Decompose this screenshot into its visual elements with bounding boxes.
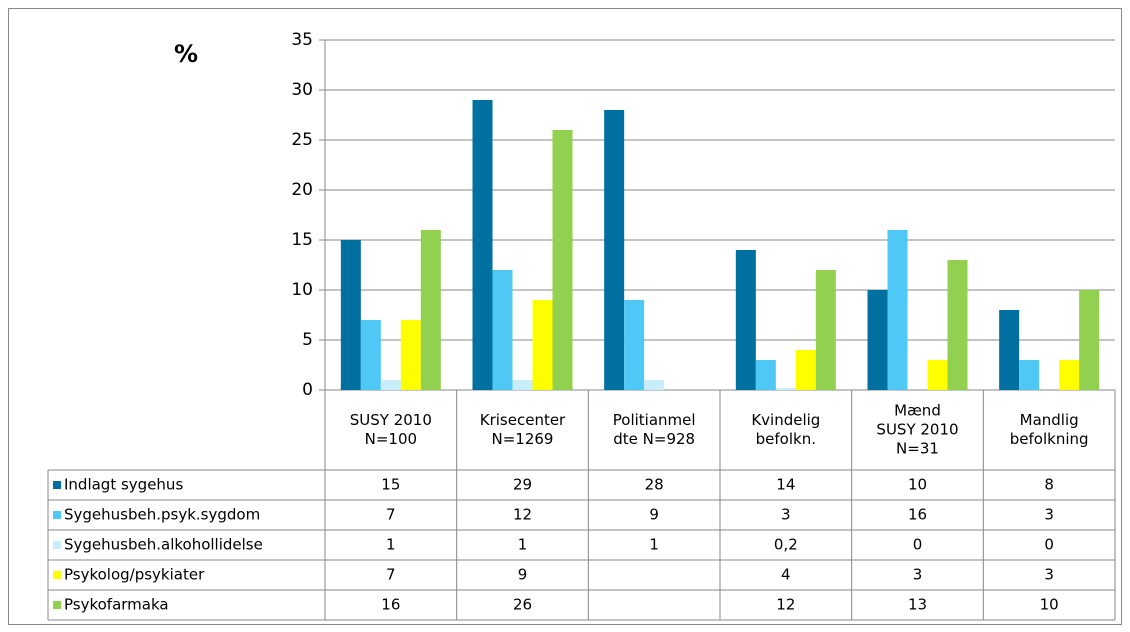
bar <box>420 230 441 390</box>
bar <box>604 110 625 390</box>
bar <box>532 300 553 390</box>
table-cell: 4 <box>781 566 791 584</box>
bar <box>360 320 381 390</box>
x-tick-label: Mandlig <box>1020 411 1079 429</box>
table-cell: 29 <box>513 476 532 494</box>
table-cell: 1 <box>518 536 528 554</box>
bar <box>1059 360 1080 390</box>
legend-label: Psykolog/psykiater <box>64 566 205 584</box>
bar <box>472 100 493 390</box>
y-tick-label: 20 <box>291 180 313 200</box>
table-cell: 9 <box>649 506 659 524</box>
table-cell: 12 <box>776 596 795 614</box>
table-cell: 3 <box>1044 566 1054 584</box>
x-tick-label: SUSY 2010 <box>876 421 958 439</box>
table-cell: 14 <box>776 476 795 494</box>
y-tick-label: 30 <box>291 80 313 100</box>
legend-label: Sygehusbeh.alkohollidelse <box>64 536 263 554</box>
table-cell: 3 <box>1044 506 1054 524</box>
y-tick-label: 25 <box>291 130 313 150</box>
bar <box>755 360 776 390</box>
table-cell: 9 <box>518 566 528 584</box>
x-tick-label: Krisecenter <box>480 411 566 429</box>
bar <box>644 380 665 390</box>
x-tick-label: befolkn. <box>756 430 816 448</box>
y-tick-label: 15 <box>291 230 313 250</box>
y-tick-label: 5 <box>302 330 313 350</box>
y-tick-label: 10 <box>291 280 313 300</box>
bar <box>380 380 401 390</box>
bar <box>400 320 421 390</box>
table-cell: 16 <box>381 596 400 614</box>
table-cell: 1 <box>649 536 659 554</box>
legend-key <box>53 481 61 489</box>
table-cell: 26 <box>513 596 532 614</box>
y-axis-label: % <box>174 40 198 68</box>
x-tick-label: Politianmel <box>613 411 696 429</box>
bar <box>947 260 968 390</box>
legend-label: Psykofarmaka <box>64 596 169 614</box>
bar <box>624 300 645 390</box>
table-cell: 15 <box>381 476 400 494</box>
x-tick-label: dte N=928 <box>613 430 695 448</box>
table-cell: 7 <box>386 566 396 584</box>
bar <box>1019 360 1040 390</box>
y-tick-label: 35 <box>291 30 313 50</box>
bar <box>1079 290 1100 390</box>
legend-label: Indlagt sygehus <box>64 476 183 494</box>
bar <box>887 230 908 390</box>
x-tick-label: befolkning <box>1010 430 1089 448</box>
table-cell: 28 <box>645 476 664 494</box>
legend-key <box>53 601 61 609</box>
x-tick-label: N=1269 <box>492 430 554 448</box>
table-cell: 8 <box>1044 476 1054 494</box>
table-cell: 16 <box>908 506 927 524</box>
legend-key <box>53 541 61 549</box>
bar <box>735 250 756 390</box>
table-cell: 3 <box>913 566 923 584</box>
x-tick-label: SUSY 2010 <box>350 411 432 429</box>
table-cell: 1 <box>386 536 396 554</box>
bar <box>999 310 1020 390</box>
bar <box>795 350 816 390</box>
table-cell: 0 <box>913 536 923 554</box>
legend-key <box>53 571 61 579</box>
x-tick-label: N=31 <box>896 440 939 458</box>
table-cell: 12 <box>513 506 532 524</box>
table-cell: 0 <box>1044 536 1054 554</box>
table-cell: 13 <box>908 596 927 614</box>
x-tick-label: Mænd <box>894 402 941 420</box>
bar <box>512 380 533 390</box>
table-cell: 0,2 <box>774 536 798 554</box>
legend-key <box>53 511 61 519</box>
legend-label: Sygehusbeh.psyk.sygdom <box>64 506 260 524</box>
bar <box>867 290 888 390</box>
bar <box>340 240 361 390</box>
bar <box>927 360 948 390</box>
bar <box>815 270 836 390</box>
table-cell: 10 <box>1040 596 1059 614</box>
table-cell: 7 <box>386 506 396 524</box>
bar <box>492 270 513 390</box>
bar <box>552 130 573 390</box>
table-cell: 3 <box>781 506 791 524</box>
table-cell: 10 <box>908 476 927 494</box>
x-tick-label: N=100 <box>365 430 417 448</box>
x-tick-label: Kvindelig <box>751 411 820 429</box>
y-tick-label: 0 <box>302 380 313 400</box>
bar <box>775 388 796 390</box>
